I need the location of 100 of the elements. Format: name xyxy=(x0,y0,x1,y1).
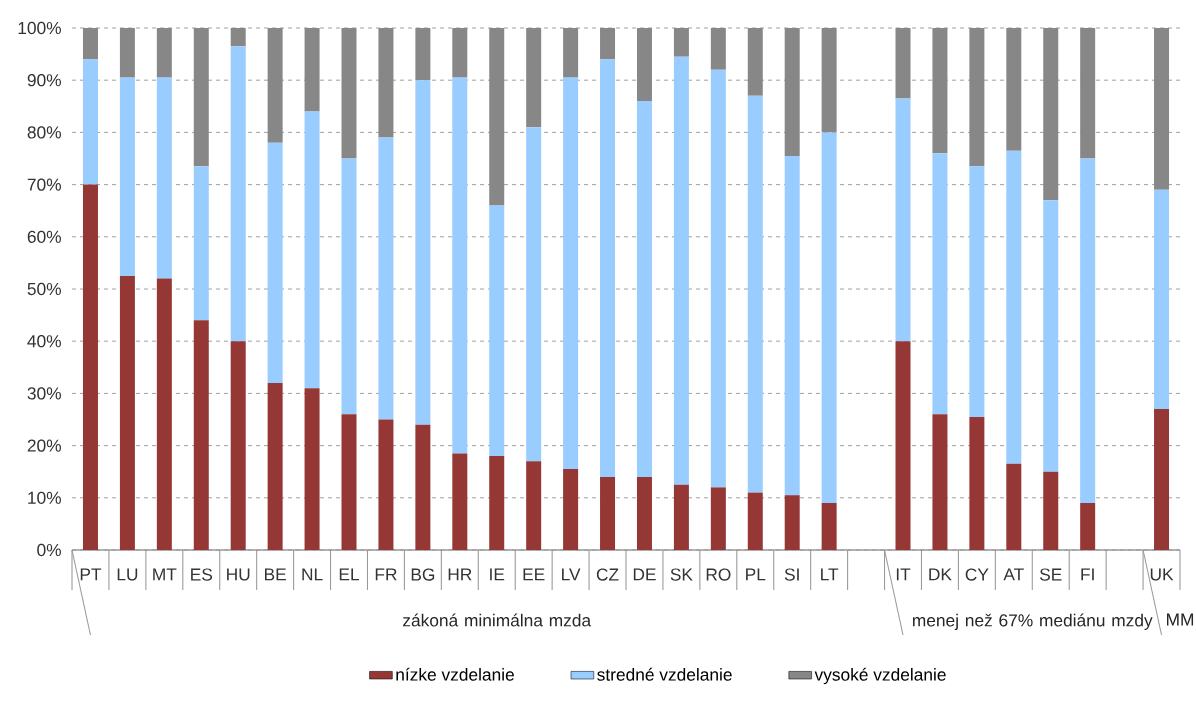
bar xyxy=(784,495,800,550)
bar xyxy=(82,59,98,185)
y-tick-label: 30% xyxy=(27,387,61,400)
bar xyxy=(1154,189,1170,410)
bar xyxy=(378,137,394,420)
bar xyxy=(1043,28,1059,201)
bar xyxy=(1080,503,1096,550)
bar xyxy=(710,28,726,70)
x-tick-label: UK xyxy=(1150,568,1174,581)
x-tick-label: SI xyxy=(784,568,799,581)
bar xyxy=(784,155,800,496)
x-tick-label: LV xyxy=(562,568,581,581)
bar xyxy=(267,28,283,143)
bar xyxy=(193,166,209,321)
bar xyxy=(821,28,837,133)
legend-label: nízke vzdelanie xyxy=(396,667,514,681)
x-tick-label: PL xyxy=(746,568,766,581)
bar xyxy=(673,484,689,550)
bar xyxy=(821,503,837,550)
bar xyxy=(489,456,505,550)
x-tick-label: HR xyxy=(448,568,472,581)
bar xyxy=(156,278,172,550)
bar xyxy=(267,142,283,383)
bar xyxy=(1080,158,1096,504)
bar xyxy=(673,28,689,57)
x-tick-label: DE xyxy=(633,568,656,581)
text: zákoná minimálna mzda xyxy=(403,613,592,627)
bar xyxy=(304,388,320,550)
y-tick-label: 100% xyxy=(18,21,61,35)
bar xyxy=(230,341,246,550)
bar xyxy=(636,101,652,477)
bar xyxy=(747,28,763,96)
bar xyxy=(341,28,357,159)
bar xyxy=(636,28,652,102)
x-tick-label: EL xyxy=(339,568,360,581)
bar xyxy=(452,77,468,454)
bar xyxy=(415,28,431,81)
bar xyxy=(526,461,542,550)
x-tick-label: HU xyxy=(227,568,250,581)
bar xyxy=(932,414,948,550)
x-tick-label: PT xyxy=(80,568,102,581)
bar xyxy=(1154,28,1170,190)
bar xyxy=(600,476,616,550)
legend-label: vysoké vzdelanie xyxy=(814,667,946,685)
y-tick-label: 40% xyxy=(27,335,61,348)
bar xyxy=(1006,150,1022,464)
x-tick-label: BE xyxy=(265,568,286,581)
bar xyxy=(341,158,357,415)
bar xyxy=(747,492,763,550)
x-tick-label: BG xyxy=(411,568,435,581)
bar xyxy=(378,28,394,138)
bar xyxy=(563,28,579,78)
y-tick-label: 50% xyxy=(27,282,61,296)
bar xyxy=(267,382,283,550)
x-tick-label: RO xyxy=(706,568,731,581)
bar xyxy=(600,59,616,477)
bar xyxy=(526,28,542,128)
bar xyxy=(82,28,98,60)
x-tick-label: DK xyxy=(929,568,952,581)
bar xyxy=(673,56,689,485)
bar xyxy=(600,28,616,60)
x-tick-label: MT xyxy=(153,568,177,581)
bar xyxy=(1154,409,1170,550)
y-tick-label: 70% xyxy=(27,178,61,191)
bar xyxy=(636,476,652,550)
bar xyxy=(1006,463,1022,550)
bar xyxy=(747,95,763,493)
bar xyxy=(452,453,468,550)
bar xyxy=(526,127,542,462)
bar xyxy=(156,77,172,279)
x-tick-label: CY xyxy=(965,568,989,581)
text: MM xyxy=(1166,613,1194,626)
bar xyxy=(895,98,911,342)
bar xyxy=(119,77,135,276)
y-tick-label: 60% xyxy=(27,230,61,243)
text: menej než 67% mediánu mzdy xyxy=(912,613,1153,630)
bar xyxy=(193,320,209,550)
bar xyxy=(119,275,135,550)
bar xyxy=(710,487,726,550)
bar xyxy=(932,153,948,415)
y-tick-label: 20% xyxy=(27,439,61,452)
bar xyxy=(969,28,985,167)
bar xyxy=(969,166,985,417)
bar xyxy=(1080,28,1096,159)
bar xyxy=(563,469,579,550)
bar xyxy=(230,46,246,342)
bar xyxy=(119,28,135,78)
bar xyxy=(304,28,320,112)
bar xyxy=(156,28,172,78)
bar xyxy=(489,205,505,457)
x-tick-label: FI xyxy=(1081,568,1094,581)
x-tick-label: IE xyxy=(490,568,505,581)
bar xyxy=(415,424,431,550)
bar xyxy=(710,69,726,488)
y-tick-label: 10% xyxy=(28,491,61,504)
bar xyxy=(82,184,98,550)
bar xyxy=(932,28,948,154)
bar xyxy=(341,414,357,550)
bar xyxy=(304,111,320,389)
bar xyxy=(821,132,837,504)
